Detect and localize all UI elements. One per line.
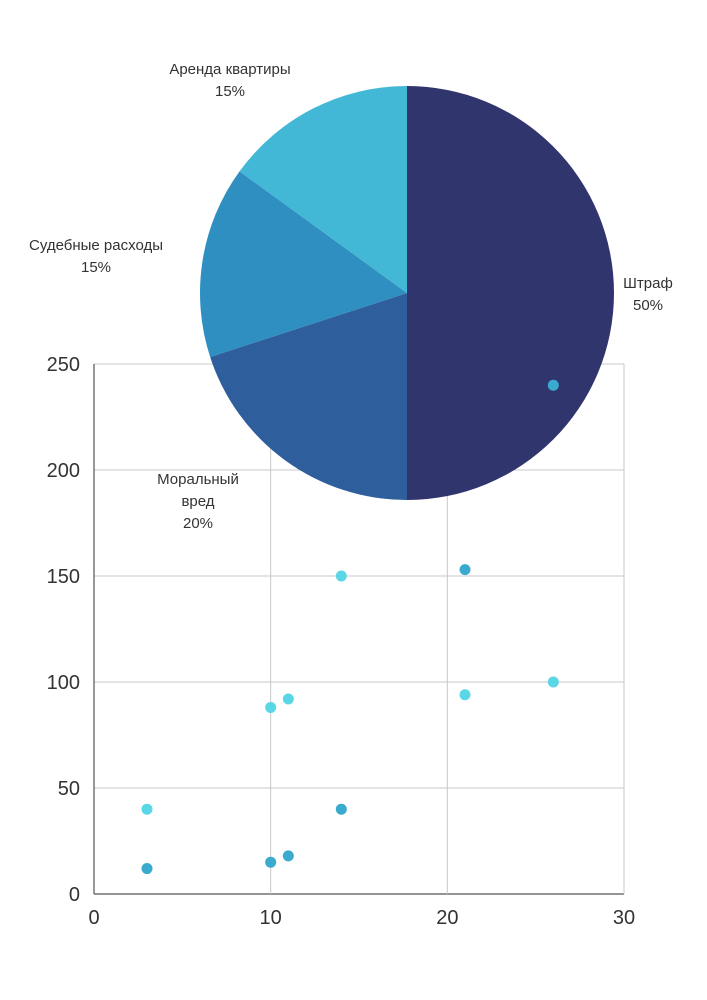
pie-label-percent: 50%: [633, 297, 663, 314]
pie-slice-2: [200, 171, 407, 357]
y-tick-label: 0: [69, 884, 80, 906]
pie-label-percent: 15%: [81, 259, 111, 276]
pie-slice-3: [239, 85, 407, 293]
scatter-point: [459, 564, 471, 576]
pie-label-name: Судебные расходы: [29, 237, 163, 254]
scatter-point: [335, 570, 347, 582]
scatter-point: [265, 701, 277, 713]
pie-label-name: Аренда квартиры: [169, 61, 290, 78]
x-tick-label: 0: [88, 907, 99, 929]
y-tick-label: 200: [47, 460, 80, 482]
scatter-point: [141, 803, 153, 815]
y-tick-label: 100: [47, 672, 80, 694]
scatter-point: [459, 689, 471, 701]
x-tick-label: 30: [613, 907, 635, 929]
x-tick-label: 10: [260, 907, 282, 929]
scatter-points: [141, 379, 559, 875]
pie-label-name: вред: [181, 493, 214, 510]
y-tick-label: 250: [47, 354, 80, 376]
pie-chart: [200, 85, 614, 500]
y-tick-label: 50: [58, 778, 80, 800]
pie-label-percent: 20%: [183, 515, 213, 532]
scatter-point: [141, 863, 153, 875]
pie-slice-1: [210, 293, 407, 500]
scatter-point: [282, 850, 294, 862]
scatter-point: [547, 676, 559, 688]
pie-label-name: Моральный: [157, 471, 239, 488]
scatter-tick-labels: 0 50 100 150 200 250 0 10 20 30: [47, 354, 636, 929]
pie-labels: Штраф 50% Моральный вред 20% Судебные расходы…: [29, 61, 673, 532]
pie-slice-0: [407, 86, 614, 500]
scatter-point: [282, 693, 294, 705]
scatter-point: [335, 803, 347, 815]
scatter-point: [547, 379, 559, 391]
x-tick-label: 20: [436, 907, 458, 929]
pie-label-percent: 15%: [215, 83, 245, 100]
pie-label-name: Штраф: [623, 275, 673, 292]
scatter-point: [265, 856, 277, 868]
y-tick-label: 150: [47, 566, 80, 588]
